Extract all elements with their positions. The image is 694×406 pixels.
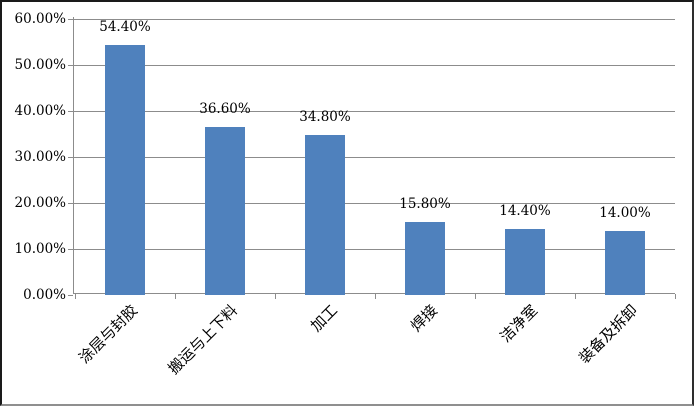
bar-value-label: 14.40% xyxy=(499,202,551,219)
y-tick-label: 0.00% xyxy=(23,287,66,303)
x-axis-tick xyxy=(75,294,76,299)
bar-value-label: 36.60% xyxy=(199,100,251,117)
y-axis-tick xyxy=(68,249,73,250)
bar xyxy=(505,228,545,295)
y-tick-label: 60.00% xyxy=(14,11,66,27)
bar-value-label: 54.40% xyxy=(99,18,151,35)
bar-value-label: 14.00% xyxy=(599,204,651,221)
x-axis-tick xyxy=(375,294,376,299)
gridline xyxy=(73,157,675,158)
y-tick-label: 30.00% xyxy=(14,149,66,165)
bar xyxy=(105,44,145,295)
category-label: 搬运与上下料 xyxy=(164,301,242,378)
y-tick-label: 20.00% xyxy=(14,195,66,211)
x-axis xyxy=(73,293,675,294)
bar-value-label: 34.80% xyxy=(299,108,351,125)
bar xyxy=(205,126,245,295)
y-tick-label: 50.00% xyxy=(14,57,66,73)
gridline xyxy=(73,249,675,250)
x-axis-tick xyxy=(675,294,676,299)
y-axis-tick xyxy=(68,111,73,112)
gridline xyxy=(73,203,675,204)
y-axis-tick xyxy=(68,203,73,204)
y-tick-label: 10.00% xyxy=(14,241,66,257)
x-axis-tick xyxy=(275,294,276,299)
gridline xyxy=(73,19,675,20)
bar-value-label: 15.80% xyxy=(399,196,451,213)
x-axis-tick xyxy=(575,294,576,299)
y-axis xyxy=(73,17,74,294)
y-axis-tick xyxy=(68,157,73,158)
y-axis-tick xyxy=(68,19,73,20)
category-label: 加工 xyxy=(307,301,342,336)
category-label: 装备及拆卸 xyxy=(575,301,642,368)
gridline xyxy=(73,111,675,112)
x-axis-tick xyxy=(475,294,476,299)
y-tick-label: 40.00% xyxy=(14,103,66,119)
category-label: 焊接 xyxy=(407,301,442,336)
y-axis-tick xyxy=(68,295,73,296)
category-label: 涂层与封胶 xyxy=(75,301,142,368)
y-axis-tick xyxy=(68,65,73,66)
bar xyxy=(305,134,345,295)
bar xyxy=(405,222,445,295)
bar xyxy=(605,230,645,295)
x-axis-tick xyxy=(175,294,176,299)
category-label: 洁净室 xyxy=(496,301,542,346)
gridline xyxy=(73,65,675,66)
